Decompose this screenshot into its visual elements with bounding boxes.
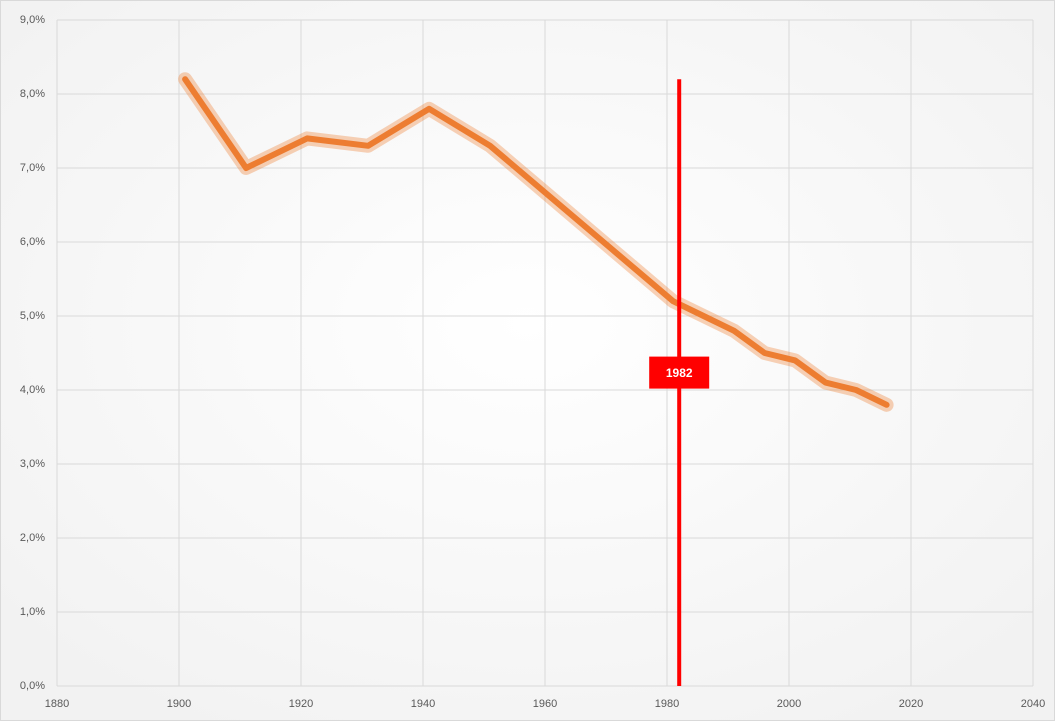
marker-label: 1982 — [666, 366, 693, 380]
y-tick-label: 6,0% — [20, 236, 45, 248]
y-tick-label: 5,0% — [20, 310, 45, 322]
x-tick-label: 1960 — [533, 698, 557, 710]
y-tick-label: 9,0% — [20, 14, 45, 26]
y-tick-label: 4,0% — [20, 384, 45, 396]
x-tick-label: 1980 — [655, 698, 679, 710]
series-line — [182, 76, 890, 408]
y-tick-label: 8,0% — [20, 88, 45, 100]
x-tick-label: 1880 — [45, 698, 69, 710]
x-tick-label: 1940 — [411, 698, 435, 710]
x-tick-label: 2020 — [899, 698, 923, 710]
x-tick-label: 2040 — [1021, 698, 1045, 710]
marker-label-box — [649, 356, 710, 389]
x-tick-label: 1900 — [167, 698, 191, 710]
y-tick-label: 0,0% — [20, 680, 45, 692]
y-tick-label: 1,0% — [20, 606, 45, 618]
x-tick-label: 2000 — [777, 698, 801, 710]
x-tick-label: 1920 — [289, 698, 313, 710]
y-tick-label: 3,0% — [20, 458, 45, 470]
y-tick-label: 2,0% — [20, 532, 45, 544]
y-tick-label: 7,0% — [20, 162, 45, 174]
